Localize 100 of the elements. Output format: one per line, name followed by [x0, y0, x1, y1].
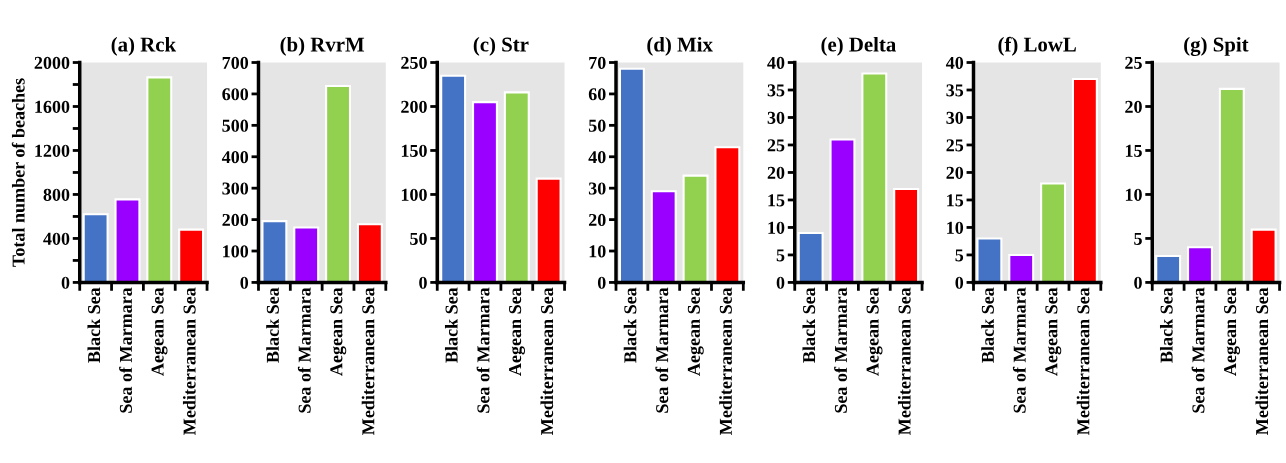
bar — [146, 76, 173, 283]
y-tick-label: 60 — [588, 88, 606, 101]
y-tick-label: 35 — [767, 84, 785, 97]
y-tick-label: 0 — [61, 276, 70, 289]
y-tick-label: 0 — [955, 276, 964, 289]
y-tick-label: 10 — [589, 245, 606, 258]
y-tick-label: 50 — [588, 119, 606, 132]
y-tick-label: 100 — [401, 188, 427, 201]
bar — [829, 138, 856, 283]
x-tick-label: Mediterranean Sea — [1255, 287, 1269, 435]
bar — [1071, 77, 1098, 283]
y-tick-label: 0 — [240, 276, 249, 289]
x-tick-label: Mediterranean Sea — [1076, 287, 1090, 435]
x-tick-label: Sea of Marmara — [119, 287, 132, 413]
y-tick-label: 10 — [768, 221, 785, 234]
y-tick-label: 70 — [589, 56, 606, 69]
chart-title: (g) Spit — [1184, 36, 1249, 56]
x-tick-label: Black Sea — [802, 287, 816, 363]
x-tick-label: Mediterranean Sea — [540, 287, 554, 435]
y-tick-label: 100 — [223, 245, 249, 258]
bar — [535, 177, 562, 283]
x-tick-label: Mediterranean Sea — [361, 287, 375, 435]
y-tick-label: 0 — [776, 276, 785, 289]
x-tick-label: Mediterranean Sea — [897, 287, 911, 435]
y-tick-label: 40 — [588, 151, 606, 164]
y-tick-label: 1200 — [35, 144, 70, 157]
bar — [293, 226, 320, 283]
bar — [114, 198, 141, 283]
y-tick-label: 200 — [222, 213, 249, 227]
y-tick-label: 30 — [588, 182, 606, 195]
bar — [1040, 182, 1067, 283]
bar — [82, 213, 109, 283]
bar — [1155, 255, 1182, 283]
y-tick-label: 0 — [597, 276, 606, 289]
y-tick-label: 500 — [222, 119, 249, 132]
bar — [178, 228, 205, 283]
y-tick-label: 250 — [401, 56, 427, 69]
x-tick-label: Mediterranean Sea — [182, 287, 196, 435]
chart-title: (b) RvrM — [280, 36, 365, 56]
y-tick-label: 25 — [946, 139, 964, 152]
x-tick-label: Black Sea — [1159, 287, 1173, 363]
y-tick-label: 5 — [776, 249, 785, 262]
y-tick-label: 20 — [588, 213, 606, 227]
x-tick-label: Aegean Sea — [1045, 287, 1062, 376]
bar — [618, 67, 645, 283]
x-tick-label: Aegean Sea — [151, 287, 168, 376]
y-tick-label: 15 — [947, 194, 964, 207]
bar — [1218, 87, 1245, 283]
x-tick-label: Sea of Marmara — [1012, 287, 1026, 413]
bar — [503, 91, 530, 283]
y-tick-label: 200 — [401, 100, 427, 113]
chart-title: (d) Mix — [647, 36, 713, 56]
x-tick-label: Sea of Marmara — [297, 287, 311, 413]
x-tick-label: Sea of Marmara — [476, 287, 490, 413]
y-tick-label: 300 — [222, 182, 249, 195]
chart-title: (f) LowL — [998, 36, 1076, 56]
chart-title: (a) Rck — [111, 36, 177, 56]
y-tick-label: 0 — [1134, 276, 1142, 289]
y-tick-label: 15 — [768, 194, 785, 207]
bar — [1187, 246, 1213, 283]
bar — [797, 231, 824, 283]
x-tick-label: Sea of Marmara — [834, 287, 848, 413]
y-axis-title: Total number of beaches — [11, 78, 25, 267]
y-tick-label: 5 — [955, 249, 964, 262]
x-tick-label: Aegean Sea — [509, 287, 525, 376]
x-tick-label: Mediterranean Sea — [719, 287, 732, 435]
y-tick-label: 800 — [43, 188, 70, 201]
x-tick-label: Aegean Sea — [1224, 287, 1241, 376]
y-tick-label: 35 — [946, 84, 964, 97]
chart-title: (e) Delta — [821, 36, 896, 56]
y-tick-label: 30 — [946, 111, 964, 124]
x-tick-label: Sea of Marmara — [1191, 287, 1205, 413]
y-tick-label: 20 — [767, 166, 785, 179]
bar — [1008, 253, 1035, 283]
bar — [356, 223, 383, 283]
y-tick-label: 0 — [419, 276, 427, 289]
bar — [714, 146, 741, 283]
y-tick-label: 2000 — [34, 56, 70, 69]
y-tick-label: 40 — [767, 56, 785, 69]
x-tick-label: Black Sea — [444, 287, 458, 363]
y-tick-label: 25 — [1125, 56, 1142, 69]
y-tick-label: 20 — [946, 166, 964, 179]
y-tick-label: 1600 — [35, 100, 70, 113]
bar — [472, 101, 498, 283]
bar — [650, 190, 677, 283]
y-tick-label: 30 — [767, 111, 785, 124]
chart-title: (c) Str — [473, 36, 529, 56]
y-tick-label: 15 — [1125, 144, 1142, 157]
x-tick-label: Sea of Marmara — [655, 287, 669, 413]
x-tick-label: Black Sea — [87, 287, 101, 363]
bar — [893, 187, 920, 283]
y-tick-label: 20 — [1125, 100, 1142, 113]
x-tick-label: Black Sea — [266, 287, 279, 363]
x-tick-label: Black Sea — [981, 287, 994, 363]
y-tick-label: 5 — [1134, 232, 1142, 245]
x-tick-label: Black Sea — [623, 287, 637, 363]
bar — [325, 85, 352, 283]
y-tick-label: 700 — [222, 56, 249, 69]
y-tick-label: 600 — [222, 88, 249, 101]
y-tick-label: 10 — [947, 221, 964, 234]
